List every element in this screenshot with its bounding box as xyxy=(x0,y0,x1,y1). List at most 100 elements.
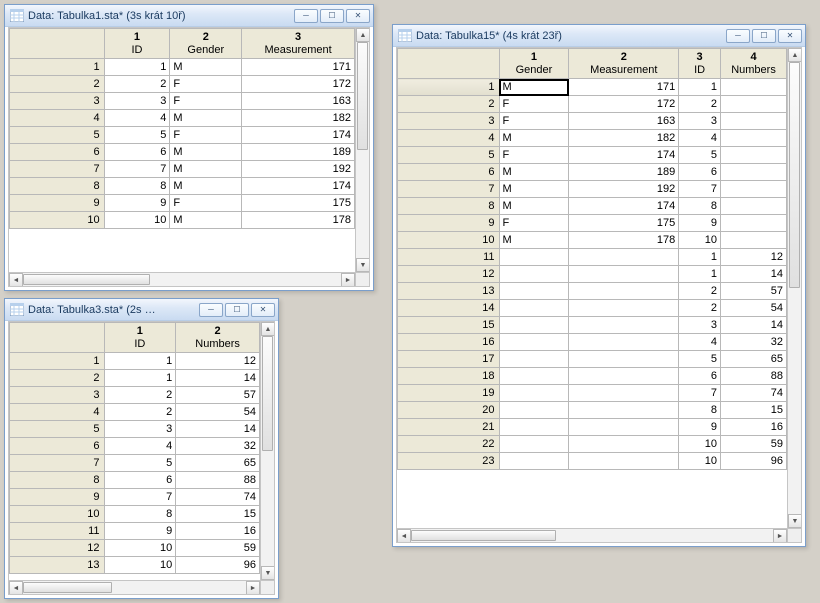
scroll-thumb[interactable] xyxy=(789,62,800,288)
cell[interactable] xyxy=(721,79,787,96)
scroll-right-button[interactable]: ► xyxy=(246,581,260,595)
column-header[interactable]: 2Measurement xyxy=(569,49,679,79)
column-header[interactable]: 3ID xyxy=(679,49,721,79)
row-header[interactable]: 4 xyxy=(10,404,105,421)
row-header[interactable]: 9 xyxy=(10,489,105,506)
row-header[interactable]: 3 xyxy=(10,93,105,110)
cell[interactable] xyxy=(499,266,569,283)
row-header[interactable]: 6 xyxy=(10,144,105,161)
row-header[interactable]: 19 xyxy=(398,385,500,402)
cell[interactable]: 10 xyxy=(104,540,176,557)
cell[interactable] xyxy=(721,147,787,164)
cell[interactable]: M xyxy=(499,79,569,96)
cell[interactable]: 174 xyxy=(569,198,679,215)
row-header[interactable]: 14 xyxy=(398,300,500,317)
cell[interactable]: 74 xyxy=(176,489,260,506)
row-header[interactable]: 22 xyxy=(398,436,500,453)
row-header[interactable]: 10 xyxy=(10,506,105,523)
grid-corner[interactable] xyxy=(10,323,105,353)
row-header[interactable]: 11 xyxy=(10,523,105,540)
cell[interactable]: 6 xyxy=(104,144,170,161)
scroll-right-button[interactable]: ► xyxy=(773,529,787,543)
cell[interactable]: 5 xyxy=(679,351,721,368)
row-header[interactable]: 2 xyxy=(10,76,105,93)
cell[interactable]: F xyxy=(170,76,242,93)
cell[interactable]: F xyxy=(170,127,242,144)
row-header[interactable]: 11 xyxy=(398,249,500,266)
cell[interactable]: 88 xyxy=(176,472,260,489)
cell[interactable]: 174 xyxy=(242,178,355,195)
cell[interactable]: M xyxy=(170,178,242,195)
cell[interactable] xyxy=(721,113,787,130)
cell[interactable]: 10 xyxy=(679,232,721,249)
cell[interactable] xyxy=(499,351,569,368)
row-header[interactable]: 13 xyxy=(398,283,500,300)
cell[interactable]: 2 xyxy=(104,387,176,404)
grid-corner[interactable] xyxy=(398,49,500,79)
cell[interactable]: 59 xyxy=(721,436,787,453)
cell[interactable]: 1 xyxy=(679,79,721,96)
row-header[interactable]: 12 xyxy=(398,266,500,283)
scroll-up-button[interactable]: ▲ xyxy=(261,322,275,336)
column-header[interactable]: 2Gender xyxy=(170,29,242,59)
column-header[interactable]: 3Measurement xyxy=(242,29,355,59)
cell[interactable] xyxy=(721,215,787,232)
titlebar[interactable]: Data: Tabulka15* (4s krát 23ř)─☐✕ xyxy=(393,25,805,47)
scroll-track[interactable] xyxy=(411,529,773,542)
scroll-thumb[interactable] xyxy=(357,42,368,150)
cell[interactable] xyxy=(569,334,679,351)
cell[interactable]: 5 xyxy=(679,147,721,164)
cell[interactable]: 182 xyxy=(569,130,679,147)
horizontal-scrollbar[interactable]: ◄► xyxy=(397,528,787,542)
cell[interactable]: 3 xyxy=(679,317,721,334)
row-header[interactable]: 5 xyxy=(398,147,500,164)
row-header[interactable]: 4 xyxy=(398,130,500,147)
cell[interactable]: 14 xyxy=(176,370,260,387)
cell[interactable]: 57 xyxy=(176,387,260,404)
cell[interactable]: 12 xyxy=(721,249,787,266)
cell[interactable] xyxy=(499,368,569,385)
cell[interactable]: 32 xyxy=(176,438,260,455)
cell[interactable]: 4 xyxy=(679,130,721,147)
cell[interactable]: 4 xyxy=(104,110,170,127)
cell[interactable]: 9 xyxy=(679,419,721,436)
grid-corner[interactable] xyxy=(10,29,105,59)
row-header[interactable]: 20 xyxy=(398,402,500,419)
maximize-button[interactable]: ☐ xyxy=(225,303,249,317)
cell[interactable]: M xyxy=(170,212,242,229)
scroll-thumb[interactable] xyxy=(262,336,273,451)
cell[interactable] xyxy=(569,419,679,436)
vertical-scrollbar[interactable]: ▲▼ xyxy=(260,322,274,580)
cell[interactable]: 3 xyxy=(679,113,721,130)
cell[interactable]: 9 xyxy=(104,523,176,540)
cell[interactable]: 15 xyxy=(721,402,787,419)
row-header[interactable]: 23 xyxy=(398,453,500,470)
row-header[interactable]: 2 xyxy=(398,96,500,113)
cell[interactable]: 9 xyxy=(679,215,721,232)
row-header[interactable]: 3 xyxy=(398,113,500,130)
cell[interactable]: F xyxy=(499,96,569,113)
grid-viewport[interactable]: 1ID2Numbers11122114325742545314643275658… xyxy=(9,322,260,580)
cell[interactable]: 10 xyxy=(679,453,721,470)
cell[interactable]: 6 xyxy=(104,472,176,489)
scroll-thumb[interactable] xyxy=(411,530,556,541)
scroll-left-button[interactable]: ◄ xyxy=(9,273,23,287)
cell[interactable]: 7 xyxy=(679,385,721,402)
row-header[interactable]: 3 xyxy=(10,387,105,404)
cell[interactable]: 54 xyxy=(176,404,260,421)
row-header[interactable]: 6 xyxy=(10,438,105,455)
cell[interactable]: 163 xyxy=(242,93,355,110)
cell[interactable] xyxy=(721,130,787,147)
cell[interactable]: 57 xyxy=(721,283,787,300)
scroll-thumb[interactable] xyxy=(23,582,112,593)
row-header[interactable]: 9 xyxy=(10,195,105,212)
cell[interactable]: 12 xyxy=(176,353,260,370)
row-header[interactable]: 10 xyxy=(10,212,105,229)
row-header[interactable]: 5 xyxy=(10,421,105,438)
cell[interactable] xyxy=(569,351,679,368)
cell[interactable]: 16 xyxy=(176,523,260,540)
cell[interactable]: 96 xyxy=(176,557,260,574)
data-grid[interactable]: 1ID2Gender3Measurement11M17122F17233F163… xyxy=(9,28,355,229)
cell[interactable]: 6 xyxy=(679,368,721,385)
cell[interactable] xyxy=(721,232,787,249)
